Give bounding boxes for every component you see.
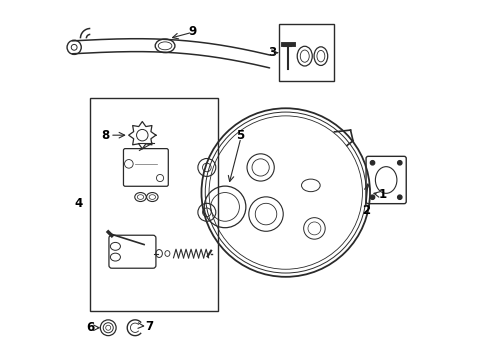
Ellipse shape bbox=[155, 39, 175, 53]
Text: 2: 2 bbox=[362, 204, 370, 217]
Text: 3: 3 bbox=[268, 46, 276, 59]
Circle shape bbox=[369, 195, 374, 199]
Text: 4: 4 bbox=[75, 197, 83, 210]
Text: 5: 5 bbox=[235, 129, 244, 142]
Circle shape bbox=[369, 161, 374, 165]
Text: 7: 7 bbox=[145, 320, 153, 333]
Text: 6: 6 bbox=[86, 321, 94, 334]
Text: 8: 8 bbox=[101, 129, 109, 142]
Circle shape bbox=[397, 161, 401, 165]
Text: 9: 9 bbox=[188, 25, 196, 38]
Bar bbox=[90, 98, 217, 311]
Circle shape bbox=[397, 195, 401, 199]
Text: 1: 1 bbox=[378, 188, 386, 201]
Bar bbox=[278, 24, 333, 81]
